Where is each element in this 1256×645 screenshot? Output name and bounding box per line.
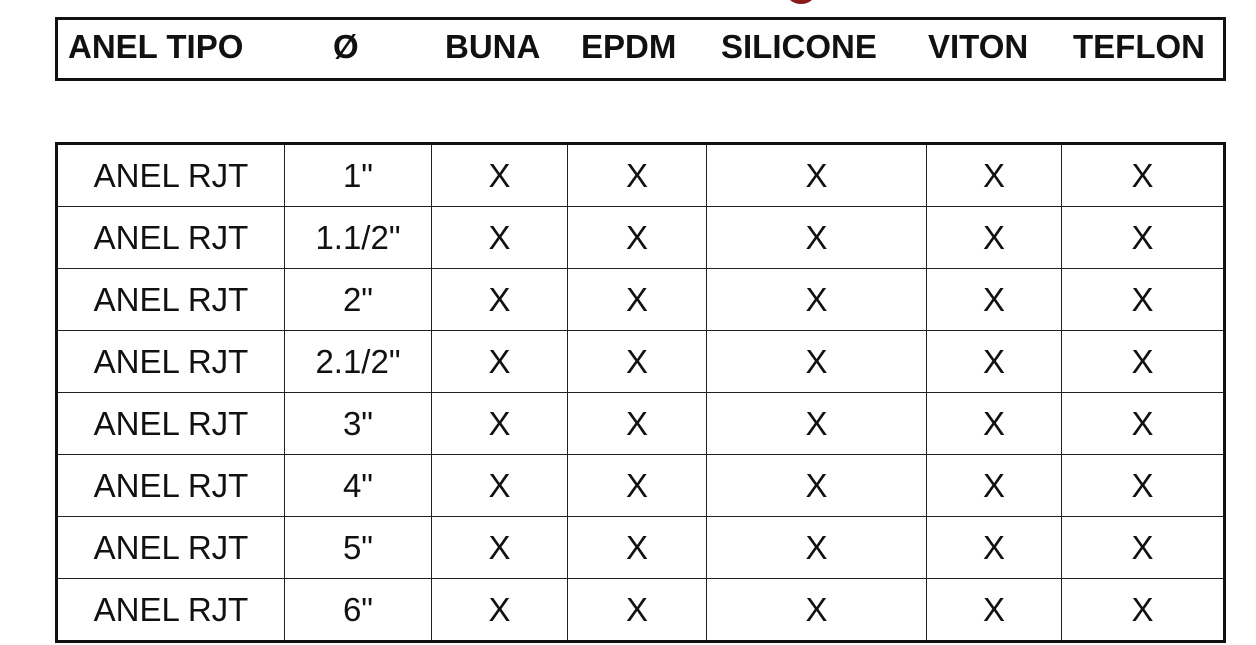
cell-diameter: 1.1/2" bbox=[284, 206, 432, 269]
cell-silicone: X bbox=[706, 268, 927, 331]
header-bar: ANEL TIPO Ø BUNA EPDM SILICONE VITON TEF… bbox=[55, 17, 1226, 81]
cell-buna: X bbox=[431, 330, 568, 393]
cell-diameter: 1" bbox=[284, 143, 432, 207]
cell-epdm: X bbox=[567, 516, 707, 579]
cell-epdm: X bbox=[567, 578, 707, 642]
header-viton: VITON bbox=[928, 28, 1029, 65]
cell-buna: X bbox=[431, 206, 568, 269]
cell-epdm: X bbox=[567, 268, 707, 331]
table-row: ANEL RJT 2.1/2" X X X X X bbox=[56, 330, 1225, 393]
cell-epdm: X bbox=[567, 392, 707, 455]
cell-type: ANEL RJT bbox=[56, 578, 285, 642]
cell-type: ANEL RJT bbox=[56, 330, 285, 393]
cell-teflon: X bbox=[1061, 578, 1225, 642]
cell-silicone: X bbox=[706, 578, 927, 642]
cell-viton: X bbox=[926, 392, 1062, 455]
cell-teflon: X bbox=[1061, 516, 1225, 579]
cell-teflon: X bbox=[1061, 143, 1225, 207]
header-anel-tipo: ANEL TIPO bbox=[68, 28, 244, 65]
red-logo-fragment bbox=[788, 0, 814, 4]
table-row: ANEL RJT 4" X X X X X bbox=[56, 454, 1225, 517]
cell-buna: X bbox=[431, 578, 568, 642]
table-row: ANEL RJT 6" X X X X X bbox=[56, 578, 1225, 642]
cell-diameter: 3" bbox=[284, 392, 432, 455]
cell-viton: X bbox=[926, 578, 1062, 642]
cell-silicone: X bbox=[706, 206, 927, 269]
table-row: ANEL RJT 3" X X X X X bbox=[56, 392, 1225, 455]
cell-teflon: X bbox=[1061, 330, 1225, 393]
ring-table: ANEL RJT 1" X X X X X ANEL RJT 1.1/2" X X X X X ANEL R… bbox=[55, 142, 1226, 643]
cell-diameter: 6" bbox=[284, 578, 432, 642]
header-buna: BUNA bbox=[445, 28, 541, 65]
cell-diameter: 4" bbox=[284, 454, 432, 517]
cell-type: ANEL RJT bbox=[56, 268, 285, 331]
cell-epdm: X bbox=[567, 143, 707, 207]
cell-type: ANEL RJT bbox=[56, 454, 285, 517]
cell-epdm: X bbox=[567, 206, 707, 269]
table-row: ANEL RJT 5" X X X X X bbox=[56, 516, 1225, 579]
header-teflon: TEFLON bbox=[1073, 28, 1205, 65]
cell-diameter: 2.1/2" bbox=[284, 330, 432, 393]
cell-viton: X bbox=[926, 206, 1062, 269]
cell-type: ANEL RJT bbox=[56, 143, 285, 207]
cell-teflon: X bbox=[1061, 206, 1225, 269]
cell-type: ANEL RJT bbox=[56, 206, 285, 269]
cell-viton: X bbox=[926, 268, 1062, 331]
cell-buna: X bbox=[431, 392, 568, 455]
cell-type: ANEL RJT bbox=[56, 516, 285, 579]
cell-viton: X bbox=[926, 143, 1062, 207]
table-row: ANEL RJT 1" X X X X X bbox=[56, 143, 1225, 207]
cell-silicone: X bbox=[706, 454, 927, 517]
header-diameter: Ø bbox=[333, 28, 359, 65]
cell-silicone: X bbox=[706, 330, 927, 393]
table-row: ANEL RJT 1.1/2" X X X X X bbox=[56, 206, 1225, 269]
cell-buna: X bbox=[431, 454, 568, 517]
cell-viton: X bbox=[926, 330, 1062, 393]
cell-buna: X bbox=[431, 516, 568, 579]
cell-type: ANEL RJT bbox=[56, 392, 285, 455]
cell-viton: X bbox=[926, 516, 1062, 579]
cell-teflon: X bbox=[1061, 392, 1225, 455]
header-silicone: SILICONE bbox=[721, 28, 877, 65]
cell-silicone: X bbox=[706, 516, 927, 579]
cell-diameter: 5" bbox=[284, 516, 432, 579]
cell-buna: X bbox=[431, 143, 568, 207]
cell-silicone: X bbox=[706, 143, 927, 207]
header-epdm: EPDM bbox=[581, 28, 677, 65]
cell-diameter: 2" bbox=[284, 268, 432, 331]
cell-epdm: X bbox=[567, 330, 707, 393]
table-row: ANEL RJT 2" X X X X X bbox=[56, 268, 1225, 331]
cell-buna: X bbox=[431, 268, 568, 331]
cell-teflon: X bbox=[1061, 268, 1225, 331]
cell-viton: X bbox=[926, 454, 1062, 517]
cell-silicone: X bbox=[706, 392, 927, 455]
cell-epdm: X bbox=[567, 454, 707, 517]
cell-teflon: X bbox=[1061, 454, 1225, 517]
